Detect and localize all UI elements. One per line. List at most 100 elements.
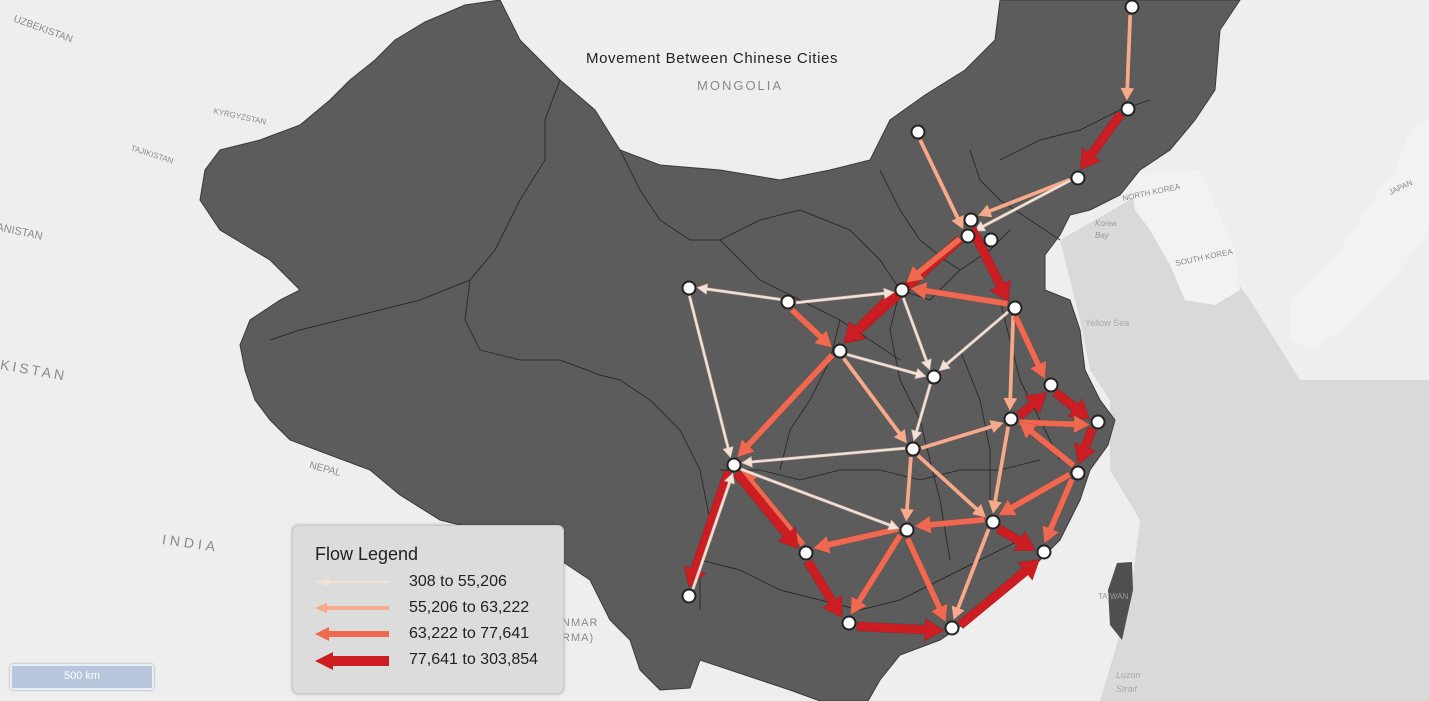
city-node[interactable]	[832, 343, 848, 359]
city-node[interactable]	[1003, 411, 1019, 427]
flow-arrow	[997, 471, 1072, 516]
legend-row: 63,222 to 77,641	[313, 624, 553, 646]
legend-row: 77,641 to 303,854	[313, 650, 553, 672]
legend-swatch-arrow	[315, 578, 389, 586]
label-mongolia: MONGOLIA	[697, 78, 784, 93]
label-myanmar: NMAR	[562, 617, 599, 629]
label-yellow-sea: Yellow Sea	[1085, 318, 1130, 328]
flow-arrow	[843, 289, 898, 344]
sea-water	[1060, 180, 1429, 701]
flow-arrow	[850, 533, 904, 616]
legend-title: Flow Legend	[315, 544, 419, 564]
city-node[interactable]	[944, 620, 960, 636]
flow-arrow	[956, 559, 1041, 630]
city-node[interactable]	[841, 615, 857, 631]
legend-label: 77,641 to 303,854	[409, 651, 539, 668]
city-node[interactable]	[1007, 300, 1023, 316]
city-node[interactable]	[1036, 544, 1052, 560]
flow-arrow	[909, 281, 1009, 308]
flow-legend: Flow Legend 308 to 55,206 55,206 to 63,2…	[292, 525, 564, 694]
korea-landmass	[1130, 170, 1240, 305]
city-node[interactable]	[985, 514, 1001, 530]
city-node[interactable]	[1090, 414, 1106, 430]
city-node[interactable]	[681, 588, 697, 604]
city-node[interactable]	[926, 369, 942, 385]
flow-arrow	[736, 352, 836, 458]
city-node[interactable]	[681, 280, 697, 296]
city-node[interactable]	[780, 294, 796, 310]
city-node[interactable]	[894, 282, 910, 298]
flow-arrow	[696, 283, 781, 301]
japan-landmass	[1290, 120, 1429, 350]
scale-bar: 500 km	[10, 664, 154, 690]
legend-label: 55,206 to 63,222	[409, 599, 530, 616]
legend-row: 308 to 55,206	[313, 572, 553, 594]
province-borders	[269, 79, 1151, 611]
legend-row: 55,206 to 63,222	[313, 598, 553, 620]
flow-arrow	[905, 235, 963, 283]
city-node[interactable]	[1043, 377, 1059, 393]
map-title: Movement Between Chinese Cities	[586, 50, 839, 67]
flow-arrow	[1074, 426, 1097, 466]
flow-arrow	[899, 456, 915, 523]
flow-arrow	[841, 356, 908, 445]
flow-arrow	[803, 558, 843, 619]
flow-arrow	[973, 178, 1072, 232]
flow-arrow	[691, 472, 735, 590]
flow-arrow	[732, 469, 799, 550]
flow-arrow	[740, 467, 900, 531]
city-node[interactable]	[910, 124, 926, 140]
legend-swatch-arrow	[315, 652, 389, 670]
taiwan-landmass	[1108, 562, 1133, 640]
city-node[interactable]	[726, 457, 742, 473]
flow-arrow	[995, 524, 1037, 552]
flow-arrow	[1018, 414, 1091, 434]
flow-arrow	[687, 295, 734, 459]
label-korea-bay: Korea Bay	[1095, 219, 1117, 240]
flow-arrow	[1015, 392, 1048, 420]
flow-arrow	[1018, 421, 1076, 469]
city-node[interactable]	[1124, 0, 1140, 15]
city-node[interactable]	[905, 441, 921, 457]
flow-arrow	[1119, 14, 1135, 102]
flow-arrow	[904, 536, 948, 623]
city-node[interactable]	[798, 545, 814, 561]
city-node[interactable]	[963, 212, 979, 228]
city-node[interactable]	[1070, 465, 1086, 481]
flow-arrow	[901, 297, 932, 371]
city-node[interactable]	[1070, 170, 1086, 186]
city-node[interactable]	[960, 228, 976, 244]
legend-swatch-arrow	[315, 627, 389, 641]
flow-arrow	[856, 617, 945, 642]
flow-arrow	[1079, 110, 1125, 171]
legend-swatch-arrow	[315, 603, 389, 613]
china-landmass	[199, 0, 1241, 701]
flow-arrow	[789, 307, 833, 349]
label-taiwan: TAIWAN	[1098, 592, 1129, 601]
flow-arrow	[938, 310, 1010, 372]
flow-arrow	[911, 383, 932, 442]
city-node[interactable]	[983, 232, 999, 248]
scale-bar-label: 500 km	[63, 670, 101, 682]
legend-label: 63,222 to 77,641	[409, 625, 530, 642]
flow-arrow	[741, 446, 906, 468]
legend-label: 308 to 55,206	[409, 573, 507, 590]
label-luzon-strait: Luzon Strait	[1116, 670, 1141, 694]
flow-arrow	[1042, 477, 1076, 545]
flow-arrow	[812, 525, 900, 554]
flow-arrow	[1052, 388, 1091, 420]
flow-arrow	[846, 353, 927, 380]
flow-arrow	[967, 226, 1011, 303]
flow-arrow	[916, 453, 987, 519]
flow-arrow	[987, 425, 1011, 515]
flow-arrow	[1002, 315, 1018, 412]
flow-arrow	[1012, 314, 1047, 380]
city-node[interactable]	[899, 522, 915, 538]
label-burma: RMA)	[562, 632, 595, 644]
flow-arrows-layer	[683, 14, 1135, 642]
city-node[interactable]	[1120, 101, 1136, 117]
flow-arrow	[795, 287, 895, 305]
flow-arrow	[914, 515, 986, 535]
flow-arrow	[917, 138, 965, 230]
